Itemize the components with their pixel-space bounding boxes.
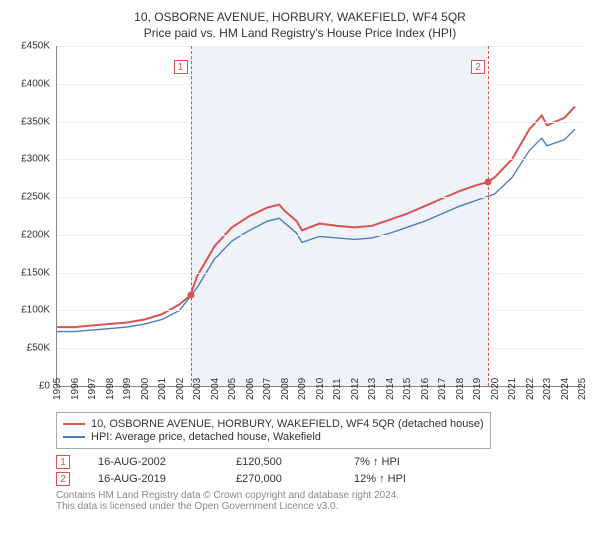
x-tick: 2001 (157, 378, 168, 400)
legend-swatch (63, 436, 85, 438)
x-tick: 2012 (350, 378, 361, 400)
sale-row: 2 16-AUG-2019 £270,000 12% ↑ HPI (56, 472, 588, 486)
sale-row-delta: 7% ↑ HPI (354, 456, 400, 468)
sale-row-delta: 12% ↑ HPI (354, 473, 406, 485)
sale-table: 1 16-AUG-2002 £120,500 7% ↑ HPI 2 16-AUG-2019… (56, 455, 588, 486)
legend-swatch (63, 423, 85, 425)
x-tick: 2013 (367, 378, 378, 400)
series-property (57, 106, 575, 327)
x-axis: 1995199619971998199920002001200220032004… (56, 386, 582, 406)
plot-area: 12 (56, 46, 582, 386)
y-tick: £50K (27, 343, 50, 354)
x-tick: 2010 (315, 378, 326, 400)
y-tick: £450K (21, 41, 50, 52)
legend-row: HPI: Average price, detached house, Wake… (63, 431, 484, 443)
y-tick: £250K (21, 192, 50, 203)
sale-row: 1 16-AUG-2002 £120,500 7% ↑ HPI (56, 455, 588, 469)
sale-row-date: 16-AUG-2002 (98, 456, 208, 468)
x-tick: 2016 (420, 378, 431, 400)
gridline (57, 122, 582, 123)
legend: 10, OSBORNE AVENUE, HORBURY, WAKEFIELD, … (56, 412, 491, 449)
gridline (57, 197, 582, 198)
x-tick: 2005 (227, 378, 238, 400)
sale-marker-box: 1 (174, 60, 188, 74)
x-tick: 2015 (402, 378, 413, 400)
x-tick: 2025 (577, 378, 588, 400)
footer-line2: This data is licensed under the Open Gov… (56, 501, 588, 512)
gridline (57, 310, 582, 311)
sale-row-marker: 1 (56, 455, 70, 469)
x-tick: 2019 (472, 378, 483, 400)
y-tick: £350K (21, 116, 50, 127)
footer-line1: Contains HM Land Registry data © Crown c… (56, 490, 588, 501)
x-tick: 1997 (87, 378, 98, 400)
y-tick: £0 (39, 381, 50, 392)
y-tick: £400K (21, 78, 50, 89)
gridline (57, 273, 582, 274)
sale-datapoint (485, 179, 492, 186)
x-tick: 2002 (175, 378, 186, 400)
footer: Contains HM Land Registry data © Crown c… (56, 490, 588, 512)
y-tick: £300K (21, 154, 50, 165)
gridline (57, 84, 582, 85)
sale-datapoint (187, 291, 194, 298)
x-tick: 1995 (52, 378, 63, 400)
x-tick: 2022 (525, 378, 536, 400)
legend-row: 10, OSBORNE AVENUE, HORBURY, WAKEFIELD, … (63, 418, 484, 430)
x-tick: 2003 (192, 378, 203, 400)
y-tick: £100K (21, 305, 50, 316)
x-tick: 2024 (560, 378, 571, 400)
x-tick: 2006 (245, 378, 256, 400)
chart-container: 10, OSBORNE AVENUE, HORBURY, WAKEFIELD, … (0, 0, 600, 560)
gridline (57, 46, 582, 47)
x-tick: 2021 (507, 378, 518, 400)
sale-dashline (191, 46, 192, 386)
x-tick: 2020 (490, 378, 501, 400)
y-tick: £200K (21, 229, 50, 240)
plot-svg (57, 46, 582, 386)
sale-row-price: £270,000 (236, 473, 326, 485)
x-tick: 2017 (437, 378, 448, 400)
gridline (57, 159, 582, 160)
sale-dashline (488, 46, 489, 386)
chart-area: £0 £50K £100K £150K £200K £250K £300K £350K £400… (12, 46, 588, 406)
x-tick: 2004 (210, 378, 221, 400)
sale-row-price: £120,500 (236, 456, 326, 468)
gridline (57, 348, 582, 349)
legend-label: HPI: Average price, detached house, Wake… (91, 431, 321, 443)
x-tick: 1998 (105, 378, 116, 400)
y-axis: £0£50K£100K£150K£200K£250K£300K£350K£400… (12, 46, 54, 386)
x-tick: 2018 (455, 378, 466, 400)
page-subtitle: Price paid vs. HM Land Registry's House … (12, 26, 588, 40)
x-tick: 2008 (280, 378, 291, 400)
page-title: 10, OSBORNE AVENUE, HORBURY, WAKEFIELD, … (12, 10, 588, 24)
x-tick: 2011 (332, 378, 343, 400)
x-tick: 2023 (542, 378, 553, 400)
x-tick: 1996 (70, 378, 81, 400)
x-tick: 2000 (140, 378, 151, 400)
x-tick: 1999 (122, 378, 133, 400)
sale-row-marker: 2 (56, 472, 70, 486)
sale-row-date: 16-AUG-2019 (98, 473, 208, 485)
y-tick: £150K (21, 267, 50, 278)
x-tick: 2009 (297, 378, 308, 400)
gridline (57, 235, 582, 236)
x-tick: 2007 (262, 378, 273, 400)
x-tick: 2014 (385, 378, 396, 400)
legend-label: 10, OSBORNE AVENUE, HORBURY, WAKEFIELD, … (91, 418, 484, 430)
sale-marker-box: 2 (471, 60, 485, 74)
